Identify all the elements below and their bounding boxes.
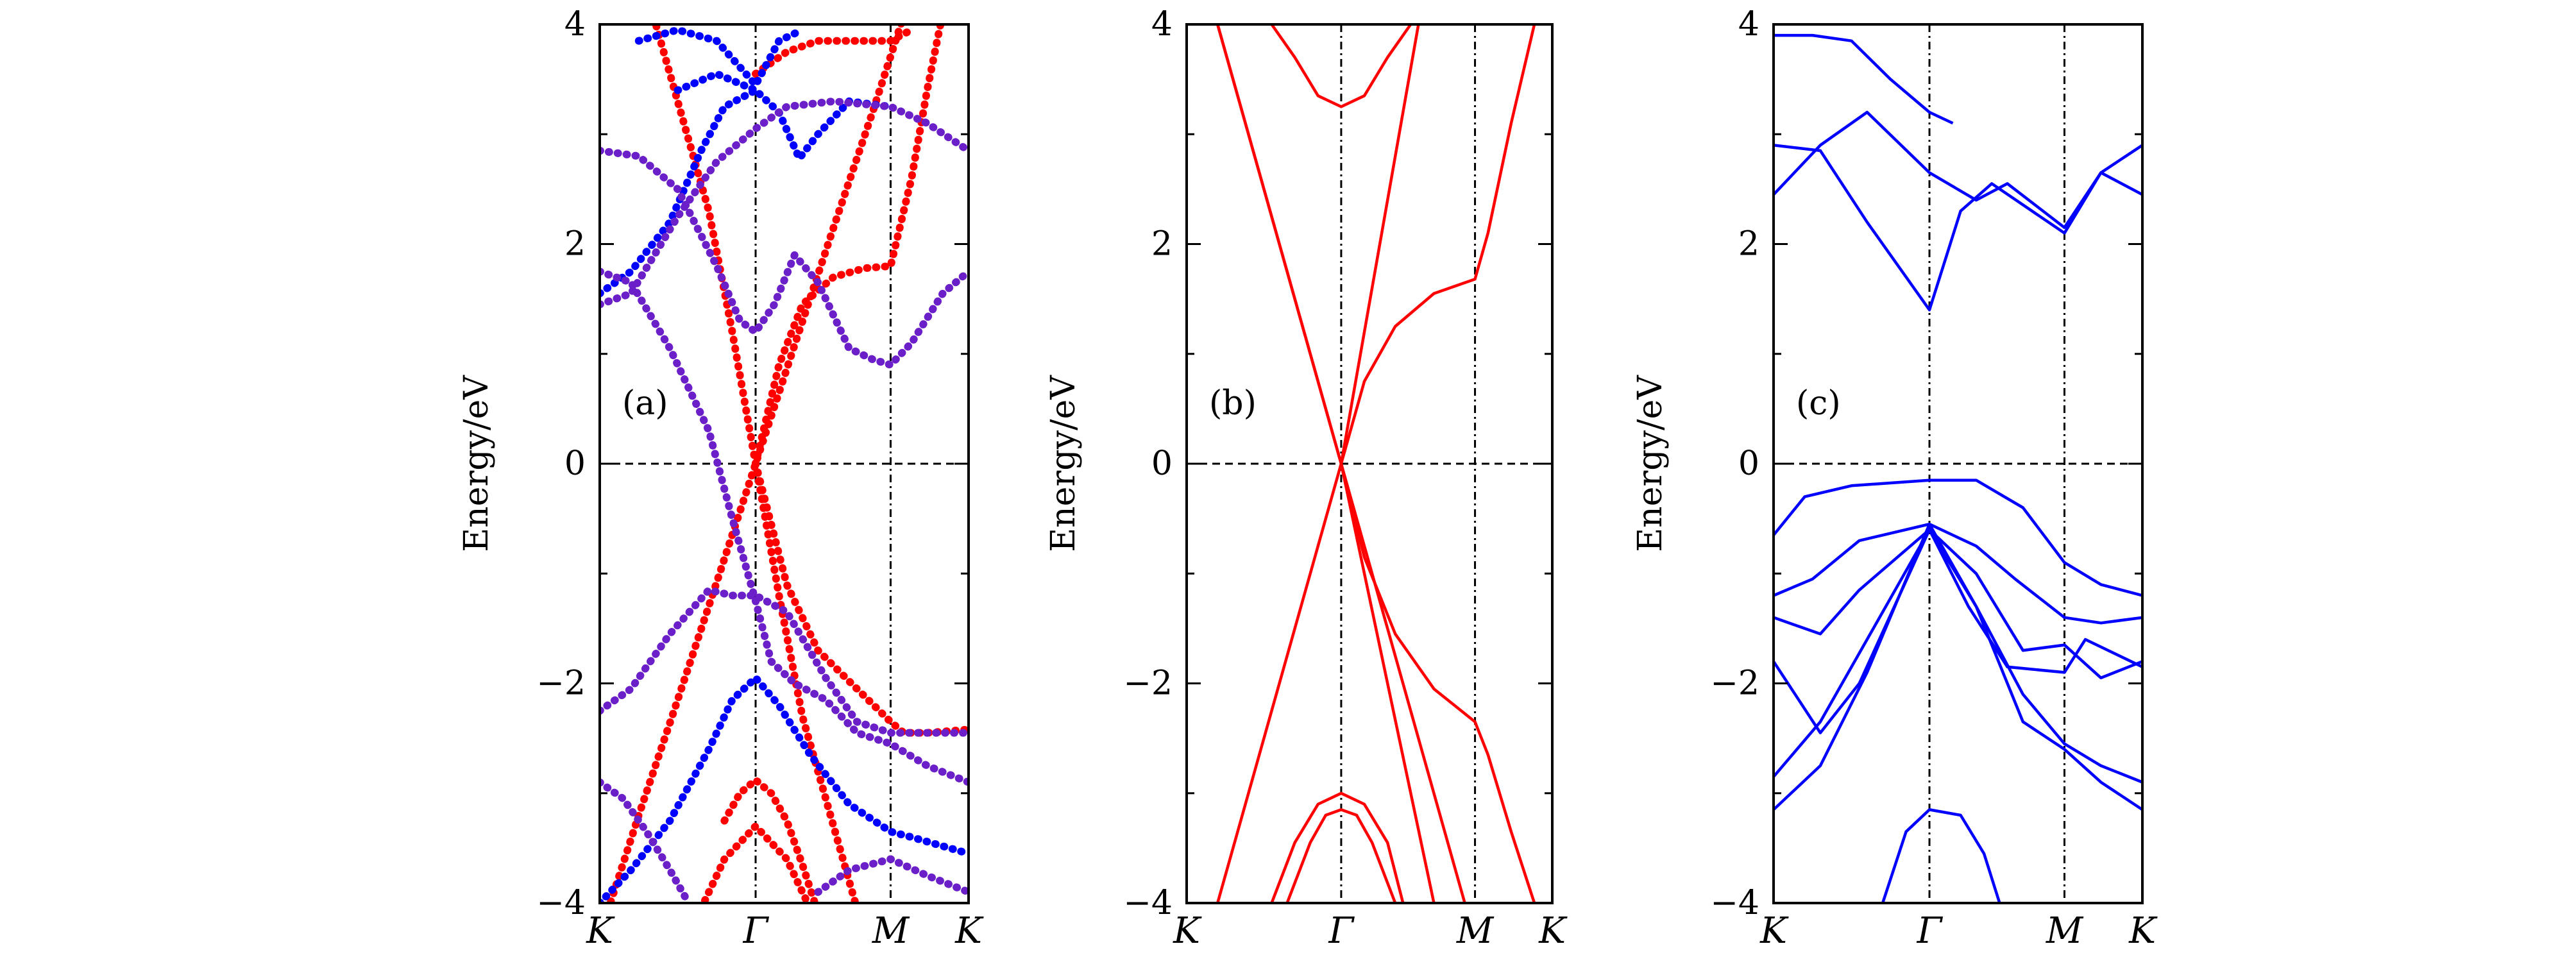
k-point-label: Γ	[1328, 910, 1355, 952]
y-tick-label: −2	[1123, 664, 1173, 703]
band-series	[752, 24, 945, 468]
k-point-label: M	[2046, 910, 2084, 952]
band-series	[1339, 463, 1536, 903]
k-point-label: Γ	[1917, 910, 1944, 952]
band-series	[752, 460, 969, 737]
band-series	[720, 776, 819, 903]
bands-group	[1774, 33, 2142, 903]
band-series	[1774, 528, 2142, 734]
band-series	[600, 673, 969, 903]
y-axis-title: Energy/eV	[1631, 375, 1670, 552]
y-tick-label: 2	[1151, 225, 1173, 264]
y-tick-label: 4	[1151, 5, 1173, 44]
y-tick-label: −4	[1123, 884, 1173, 922]
k-point-label: Γ	[743, 910, 770, 952]
panel-label: (a)	[622, 384, 668, 423]
y-tick-label: 0	[1738, 444, 1759, 483]
y-tick-label: 4	[1738, 5, 1759, 44]
band-series	[600, 146, 969, 369]
band-series	[1270, 791, 1405, 903]
band-series	[1216, 24, 1436, 903]
band-series	[1881, 808, 2001, 903]
band-series	[1774, 528, 2142, 680]
band-series	[1774, 478, 2142, 597]
bands-group	[1216, 24, 1536, 903]
y-tick-label: 0	[564, 444, 586, 483]
band-series	[1774, 522, 2142, 811]
y-tick-label: 2	[1738, 225, 1759, 264]
band-series	[600, 97, 969, 308]
y-tick-label: −2	[1710, 664, 1759, 703]
y-tick-label: −2	[536, 664, 586, 703]
k-point-label: M	[1456, 910, 1495, 952]
band-series	[752, 26, 916, 78]
k-point-label: K	[1538, 910, 1568, 952]
band-series	[1339, 24, 1536, 464]
y-tick-label: 0	[1151, 444, 1173, 483]
k-point-label: K	[1173, 910, 1202, 952]
band-series	[1774, 522, 2142, 625]
band-series	[1774, 110, 2142, 230]
y-axis-title: Energy/eV	[1044, 375, 1083, 552]
band-series	[600, 586, 969, 737]
band-series	[600, 86, 759, 298]
y-tick-label: 2	[564, 225, 586, 264]
y-tick-label: −4	[536, 884, 586, 922]
band-series	[1774, 144, 2142, 312]
band-series	[674, 70, 895, 162]
band-series	[600, 267, 969, 786]
panel-label: (c)	[1796, 384, 1841, 423]
bands-group	[600, 24, 969, 903]
k-point-label: K	[2128, 910, 2158, 952]
band-series	[1774, 528, 2142, 784]
y-tick-label: 4	[564, 5, 586, 44]
band-series	[699, 822, 812, 903]
band-series	[1774, 33, 1954, 125]
y-tick-label: −4	[1710, 884, 1759, 922]
band-series	[814, 855, 969, 896]
band-series	[1270, 24, 1412, 108]
band-series	[600, 778, 690, 902]
band-series	[634, 26, 806, 89]
k-point-label: K	[586, 910, 615, 952]
panel-label: (b)	[1209, 384, 1257, 423]
band-series	[1285, 808, 1397, 903]
y-axis-title: Energy/eV	[457, 375, 496, 552]
k-point-label: K	[954, 910, 984, 952]
k-point-label: M	[872, 910, 910, 952]
k-point-label: K	[1759, 910, 1789, 952]
